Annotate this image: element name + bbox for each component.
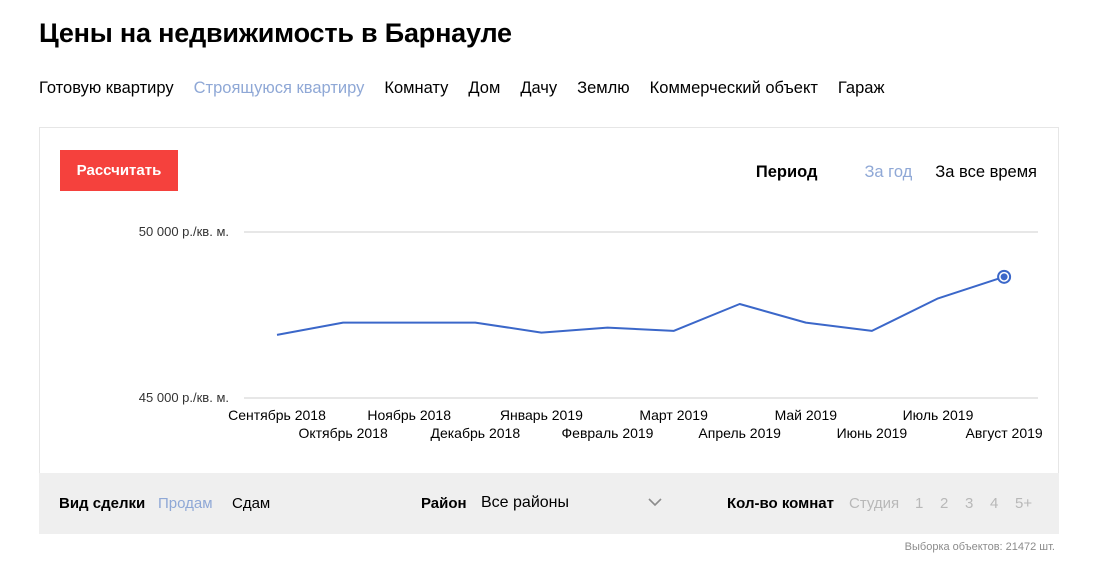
data-point <box>275 333 279 337</box>
x-tick-label: Январь 2019 <box>500 407 583 423</box>
tab-new-building[interactable]: Строящуюся квартиру <box>193 79 365 97</box>
tab-house[interactable]: Дом <box>468 79 501 97</box>
x-tick-label: Февраль 2019 <box>562 425 654 441</box>
property-type-tabs: Готовую квартиру Строящуюся квартиру Ком… <box>39 79 905 98</box>
data-point <box>804 321 808 325</box>
tab-ready-apartment[interactable]: Готовую квартиру <box>39 79 174 97</box>
data-point <box>473 321 477 325</box>
data-point <box>1000 273 1008 281</box>
data-point <box>539 331 543 335</box>
x-tick-label: Сентябрь 2018 <box>228 407 326 423</box>
x-tick-label: Ноябрь 2018 <box>367 407 451 423</box>
rooms-option-1[interactable]: 1 <box>915 495 924 512</box>
data-point <box>738 302 742 306</box>
data-point <box>407 321 411 325</box>
tab-room[interactable]: Комнату <box>384 79 449 97</box>
sample-count: Выборка объектов: 21472 шт. <box>904 541 1055 553</box>
district-select[interactable]: Все районы <box>481 494 569 511</box>
x-tick-label: Июль 2019 <box>903 407 974 423</box>
x-tick-label: Апрель 2019 <box>698 425 781 441</box>
data-point <box>606 326 610 330</box>
period-selector: Период За год За все время <box>756 163 1037 182</box>
chevron-down-icon[interactable] <box>648 495 662 509</box>
x-tick-label: Октябрь 2018 <box>298 425 388 441</box>
tab-commercial[interactable]: Коммерческий объект <box>649 79 818 97</box>
rooms-option-4[interactable]: 4 <box>990 495 999 512</box>
series-line <box>276 275 1005 336</box>
y-tick-label: 50 000 р./кв. м. <box>139 224 229 239</box>
x-tick-label: Май 2019 <box>775 407 838 423</box>
x-tick-label: Март 2019 <box>639 407 708 423</box>
deal-type-label: Вид сделки <box>59 495 146 512</box>
price-line-chart: 50 000 р./кв. м. 45 000 р./кв. м. Сентябрь… <box>139 224 1043 441</box>
period-label: Период <box>755 163 818 181</box>
data-point <box>870 329 874 333</box>
rooms-option-3[interactable]: 3 <box>965 495 974 512</box>
rooms-option-5plus[interactable]: 5+ <box>1015 495 1033 512</box>
x-tick-label: Июнь 2019 <box>837 425 908 441</box>
x-tick-label: Декабрь 2018 <box>430 425 520 441</box>
x-tick-label: Август 2019 <box>966 425 1043 441</box>
deal-option-rent[interactable]: Сдам <box>232 495 271 512</box>
rooms-option-2[interactable]: 2 <box>940 495 949 512</box>
calculate-button[interactable]: Рассчитать <box>60 150 178 191</box>
tab-garage[interactable]: Гараж <box>837 79 885 97</box>
tab-dacha[interactable]: Дачу <box>520 79 558 97</box>
data-point <box>341 321 345 325</box>
chart-card <box>39 127 1059 473</box>
data-point <box>672 329 676 333</box>
tab-land[interactable]: Землю <box>577 79 630 97</box>
data-point <box>936 296 940 300</box>
district-label: Район <box>421 495 467 512</box>
period-option-year[interactable]: За год <box>864 163 913 181</box>
deal-option-sell[interactable]: Продам <box>158 495 213 512</box>
page-title: Цены на недвижимость в Барнауле <box>39 18 512 48</box>
y-tick-label: 45 000 р./кв. м. <box>139 390 229 405</box>
rooms-option-studio[interactable]: Студия <box>849 495 900 512</box>
period-option-all-time[interactable]: За все время <box>935 163 1037 181</box>
rooms-label: Кол-во комнат <box>727 495 834 512</box>
filters-bar: Вид сделки Продам Сдам Район Все районы … <box>39 473 1059 534</box>
